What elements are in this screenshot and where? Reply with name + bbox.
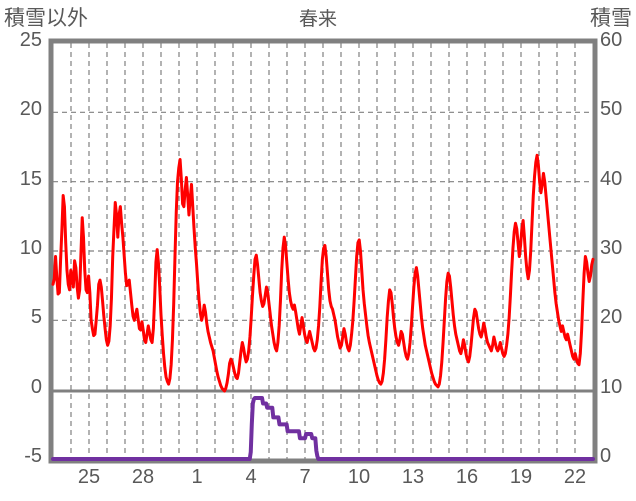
- y-tick-label-left: 25: [19, 29, 42, 51]
- right-axis-title: 積雪: [590, 7, 632, 30]
- x-tick-label: 13: [401, 466, 425, 488]
- y-tick-label-right: 50: [600, 98, 623, 121]
- left-axis-title: 積雪以外: [4, 7, 88, 30]
- x-tick-label: 25: [77, 466, 101, 488]
- y-tick-label-left: -5: [24, 445, 42, 467]
- y-tick-label-right: 10: [600, 375, 623, 398]
- x-tick-label: 19: [509, 466, 533, 488]
- y-tick-label-right: 40: [600, 167, 623, 190]
- chart-title: 春来: [298, 9, 337, 30]
- y-tick-label-right: 60: [600, 29, 623, 51]
- y-tick-label-left: 15: [19, 167, 42, 190]
- y-tick-label-right: 20: [600, 306, 623, 329]
- x-tick-label: 10: [347, 466, 371, 488]
- series-line-other: [51, 153, 595, 393]
- x-tick-label: 16: [455, 466, 479, 488]
- series-line-snow: [51, 395, 595, 461]
- x-tick-label: 1: [191, 466, 203, 488]
- y-tick-label-left: 20: [19, 98, 42, 121]
- x-tick-label: 22: [563, 466, 587, 488]
- x-tick-label: 7: [299, 466, 311, 488]
- x-tick-label: 28: [131, 466, 155, 488]
- x-tick-label: 4: [245, 466, 257, 488]
- y-tick-label-left: 10: [19, 237, 42, 259]
- y-tick-label-right: 30: [600, 237, 623, 259]
- y-tick-label-left: 0: [30, 375, 42, 398]
- y-tick-label-right: 0: [600, 445, 612, 467]
- y-tick-label-left: 5: [30, 306, 42, 329]
